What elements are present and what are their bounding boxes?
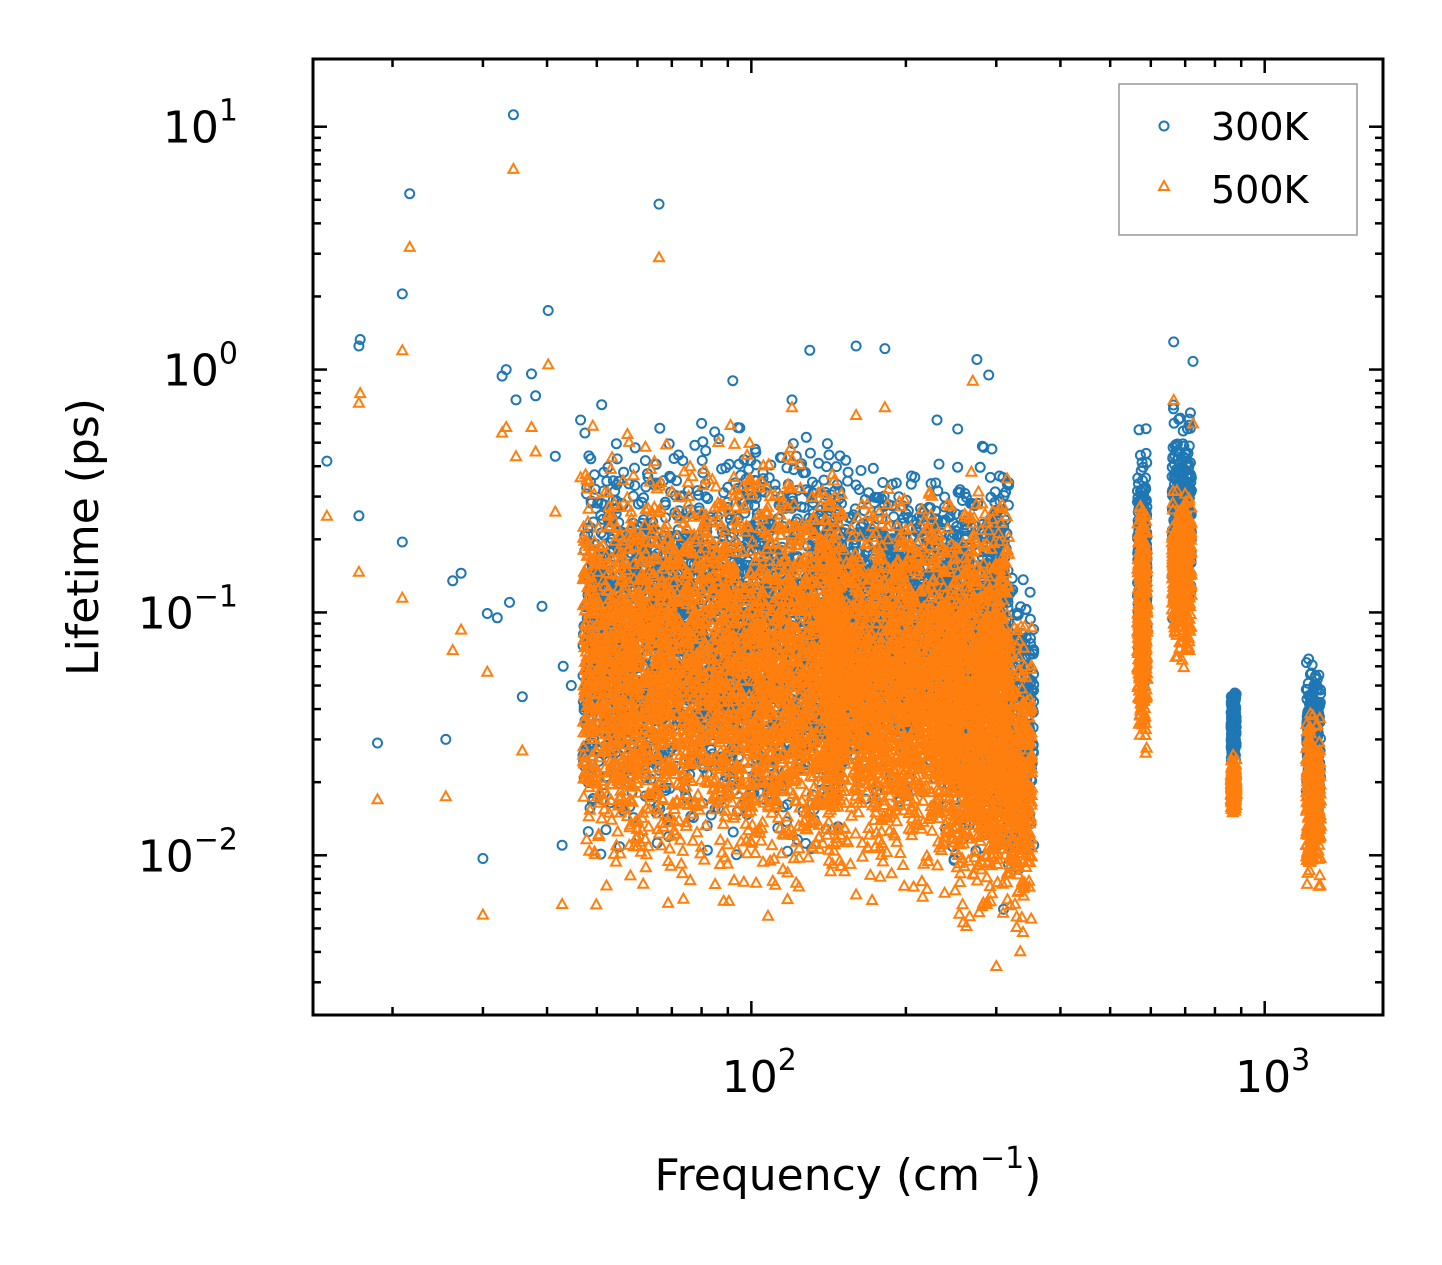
point-300k [600, 824, 612, 836]
point-300k [696, 455, 708, 466]
point-300k [596, 399, 608, 411]
point-300k [713, 433, 725, 445]
point-300k [727, 826, 739, 838]
point-300k [639, 455, 651, 467]
plot-area [320, 109, 1328, 971]
point-300k [579, 427, 591, 439]
